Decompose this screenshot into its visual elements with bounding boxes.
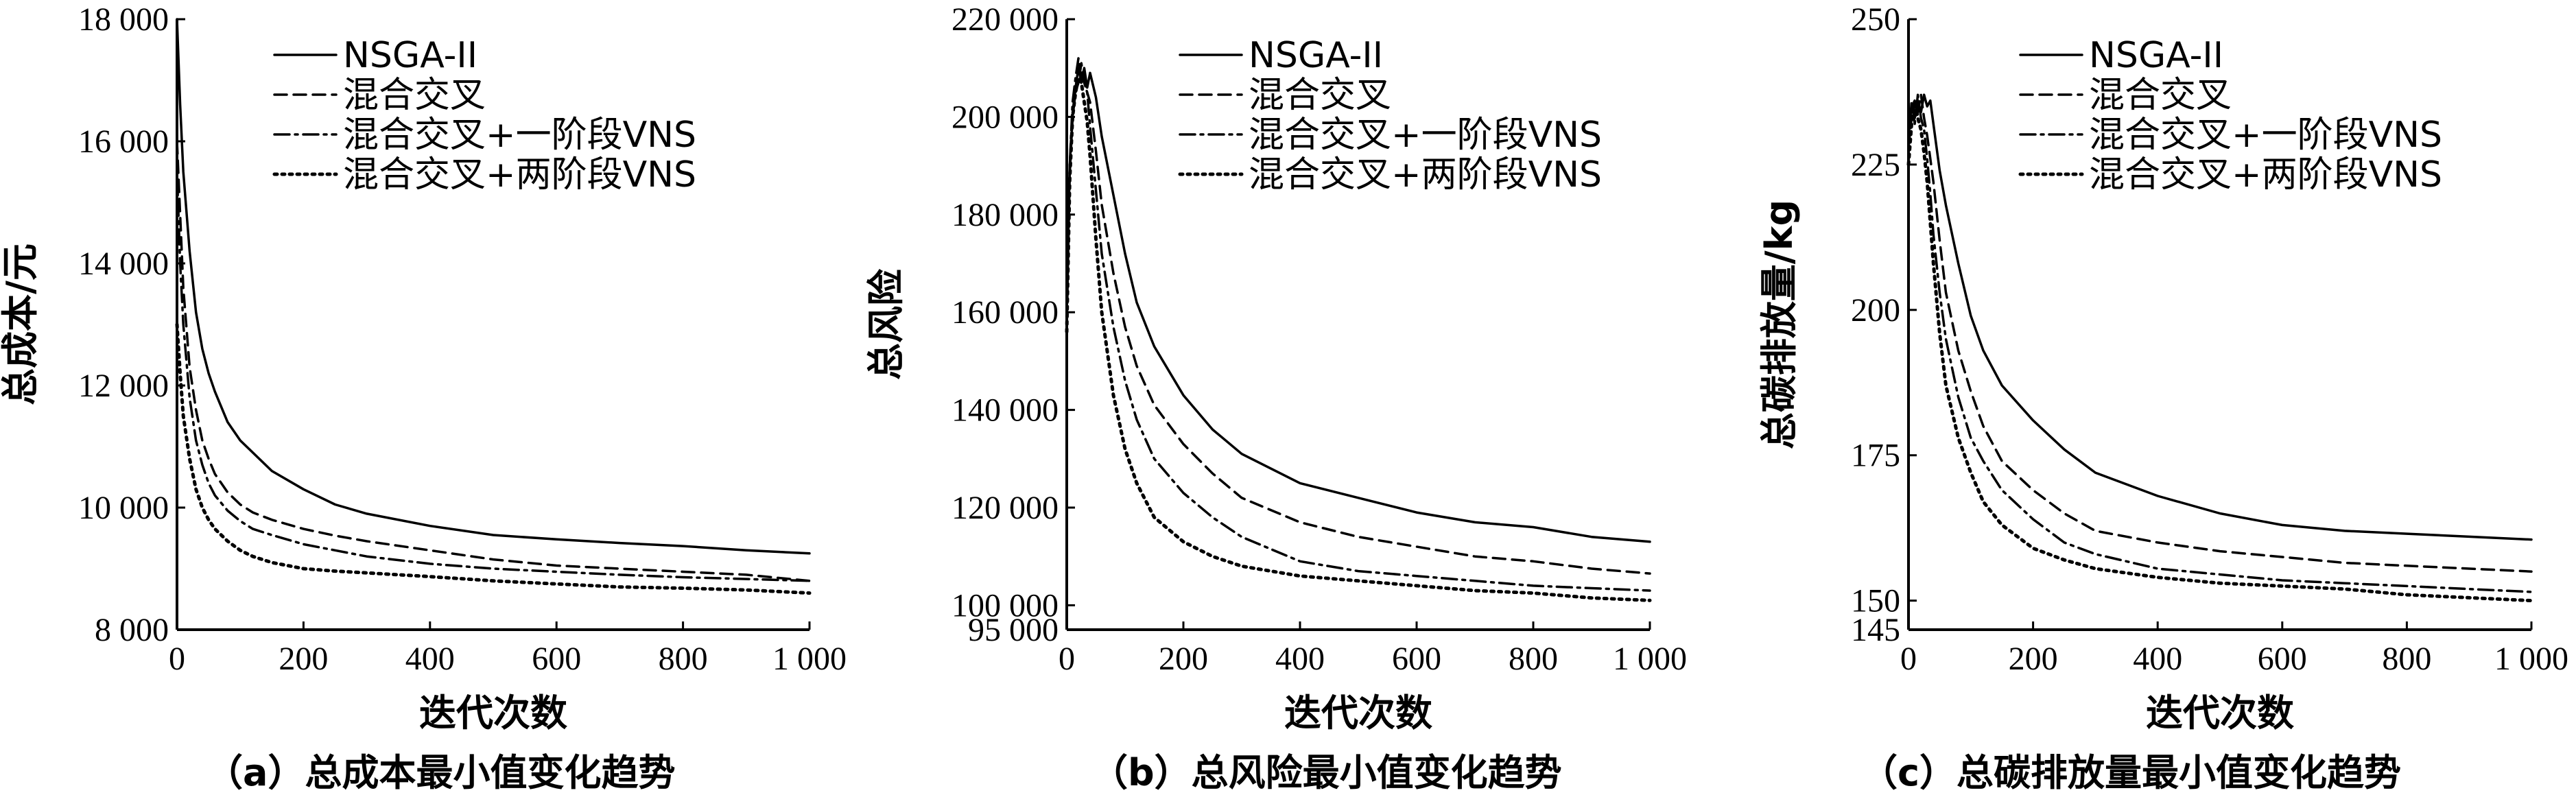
panel-b-x-tick-label: 200 — [1159, 641, 1208, 677]
panel-b-y-tick-label: 200 000 — [952, 99, 1059, 135]
panel-a-ticks: 0 200 400 600 800 1 000 8 000 10 000 12 000 14 00… — [78, 1, 847, 677]
panel-b-legend-label-1: 混合交叉 — [1249, 75, 1391, 116]
panel-c-y-tick-label: 250 — [1851, 1, 1900, 38]
panel-b-y-tick-label: 220 000 — [952, 1, 1059, 38]
panel-b-y-tick-label: 160 000 — [952, 294, 1059, 331]
panel-b-y-tick-label: 95 000 — [968, 612, 1059, 648]
panel-c-legend-label-2: 混合交叉+一阶段VNS — [2089, 115, 2442, 156]
panel-a-x-tick-label: 600 — [532, 641, 581, 677]
panel-c-series-line-2 — [1907, 93, 2533, 593]
panel-b-series-lines — [1065, 57, 1652, 602]
panel-a-legend-label-2: 混合交叉+一阶段VNS — [343, 115, 696, 156]
panel-a-total-cost: 0 200 400 600 800 1 000 8 000 10 000 12 000 14 00… — [0, 1, 847, 794]
panel-c-series-line-1 — [1907, 93, 2533, 573]
panel-c-x-tick-label: 1 000 — [2494, 641, 2568, 677]
panel-a-x-axis-title: 迭代次数 — [419, 691, 567, 735]
panel-b-series-line-3 — [1065, 75, 1652, 602]
panel-b-x-tick-label: 800 — [1509, 641, 1558, 677]
panel-c-y-tick-label: 225 — [1851, 147, 1900, 183]
panel-a-y-tick-label: 12 000 — [78, 368, 169, 404]
panel-a-series-line-3 — [175, 322, 812, 595]
panel-b-caption: （b）总风险最小值变化趋势 — [1091, 751, 1562, 794]
panel-a-y-tick-label: 18 000 — [78, 1, 169, 38]
panel-c-legend-label-3: 混合交叉+两阶段VNS — [2089, 154, 2442, 195]
panel-b-y-axis-title: 总风险 — [864, 268, 908, 380]
panel-b-x-tick-label: 400 — [1275, 641, 1325, 677]
panel-a-y-tick-label: 14 000 — [78, 246, 169, 282]
panel-a-series-lines — [175, 18, 812, 595]
panel-c-x-tick-label: 600 — [2258, 641, 2307, 677]
panel-b-legend-label-0: NSGA-II — [1249, 35, 1383, 76]
panel-a-series-line-0 — [176, 18, 811, 555]
panel-b-y-tick-label: 100 000 — [952, 587, 1059, 624]
panel-b-y-tick-label: 180 000 — [952, 197, 1059, 233]
panel-b-x-tick-label: 1 000 — [1613, 641, 1687, 677]
panel-c-x-tick-label: 400 — [2133, 641, 2182, 677]
panel-a-x-tick-label: 200 — [279, 641, 328, 677]
panel-a-series-line-1 — [176, 140, 811, 582]
panel-a-legend-label-0: NSGA-II — [343, 35, 477, 76]
panel-a-x-tick-label: 800 — [659, 641, 708, 677]
panel-b-legend-label-2: 混合交叉+一阶段VNS — [1249, 115, 1602, 156]
panel-c-x-tick-label: 800 — [2382, 641, 2431, 677]
panel-a-x-tick-label: 400 — [405, 641, 455, 677]
panel-c-legend-label-0: NSGA-II — [2089, 35, 2223, 76]
panel-a-y-tick-label: 8 000 — [95, 612, 169, 648]
panel-b-x-tick-label: 600 — [1392, 641, 1441, 677]
panel-c-y-tick-label: 145 — [1851, 612, 1900, 648]
panel-a-x-tick-label: 0 — [169, 641, 185, 677]
panel-c-y-axis-title: 总碳排放量/kg — [1758, 200, 1801, 449]
panel-a-series-line-2 — [176, 170, 811, 582]
panel-a-y-tick-label: 16 000 — [78, 123, 169, 160]
panel-a-y-axis-title: 总成本/元 — [0, 244, 42, 405]
panel-c-x-axis-title: 迭代次数 — [2146, 691, 2294, 735]
panel-b-series-line-2 — [1065, 57, 1651, 592]
panel-b-y-tick-label: 140 000 — [952, 392, 1059, 429]
panel-b-x-axis-title: 迭代次数 — [1284, 691, 1432, 735]
panel-c-series-lines — [1906, 93, 2533, 603]
panel-b-legend-label-3: 混合交叉+两阶段VNS — [1249, 154, 1602, 195]
panel-b-y-tick-label: 120 000 — [952, 490, 1059, 526]
panel-c-y-tick-label: 175 — [1851, 438, 1900, 474]
panel-c-x-tick-label: 0 — [1900, 641, 1917, 677]
panel-c-caption: （c）总碳排放量最小值变化趋势 — [1860, 751, 2401, 794]
panel-b-x-tick-label: 0 — [1059, 641, 1075, 677]
panel-a-caption: （a）总成本最小值变化趋势 — [206, 751, 675, 794]
panel-a-legend-label-3: 混合交叉+两阶段VNS — [343, 154, 696, 195]
panel-c-y-tick-label: 150 — [1851, 583, 1900, 619]
panel-a-x-tick-label: 1 000 — [772, 641, 847, 677]
panel-c-y-tick-label: 200 — [1851, 292, 1900, 329]
panel-a-legend-label-1: 混合交叉 — [343, 75, 486, 116]
panel-c-legend-label-1: 混合交叉 — [2089, 75, 2232, 116]
panel-c-x-tick-label: 200 — [2009, 641, 2058, 677]
panel-a-y-tick-label: 10 000 — [78, 490, 169, 526]
panel-b-series-line-0 — [1065, 67, 1651, 543]
panel-c-series-line-3 — [1906, 99, 2533, 603]
